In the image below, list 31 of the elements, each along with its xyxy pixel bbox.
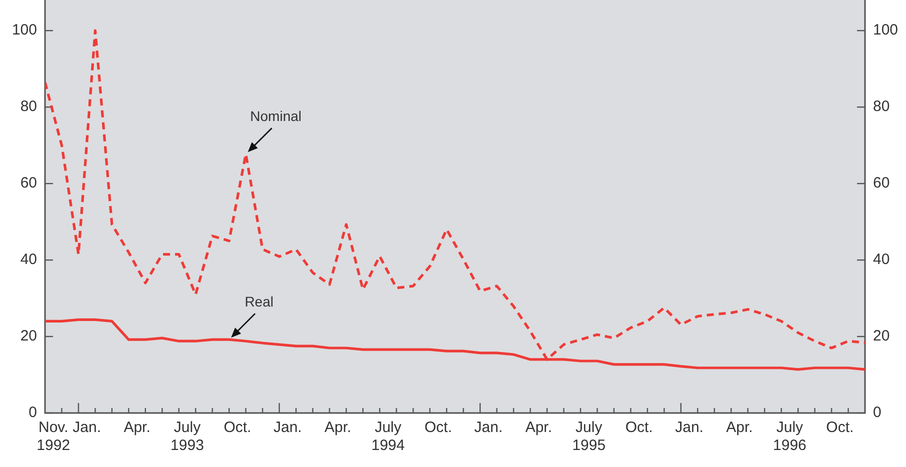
y-tick-label: 40 [20, 251, 37, 268]
y-tick-label: 60 [20, 174, 37, 192]
y2-tick-label: 60 [873, 174, 890, 192]
x-tick-label: Nov. 1992 [36, 419, 70, 454]
x-tick-label: Jan. [474, 419, 503, 436]
y2-tick-label: 100 [873, 22, 898, 39]
x-tick-label: Apr. [726, 419, 753, 436]
y-tick-label: 100 [12, 22, 37, 39]
y2-tick-label: 80 [873, 98, 890, 116]
x-tick-label: July 1995 [572, 419, 606, 454]
x-tick-label: Jan. [675, 419, 704, 436]
annotation: Real [244, 293, 274, 310]
x-tick-label: July 1994 [371, 419, 405, 454]
y-tick-label: 20 [20, 328, 37, 345]
x-tick-label: July 1996 [773, 419, 806, 454]
x-tick-label: Apr. [525, 419, 552, 436]
x-tick-label: Jan. [273, 419, 302, 436]
y-tick-label: 80 [20, 98, 37, 116]
y2-tick-label: 40 [873, 251, 890, 268]
y2-tick-label: 20 [873, 328, 890, 345]
x-tick-label: Oct. [224, 419, 252, 436]
x-tick-label: Apr. [324, 419, 352, 436]
x-tick-label: Oct. [424, 419, 452, 436]
annotation: Nominal [250, 108, 302, 124]
x-tick-label: July 1993 [170, 419, 204, 454]
x-tick-label: Jan. [72, 419, 102, 436]
x-tick-label: Oct. [625, 419, 653, 436]
x-tick-label: Oct. [826, 419, 854, 436]
y-tick-label: 0 [28, 404, 37, 422]
y2-tick-label: 0 [873, 404, 882, 422]
x-tick-label: Apr. [124, 419, 150, 436]
